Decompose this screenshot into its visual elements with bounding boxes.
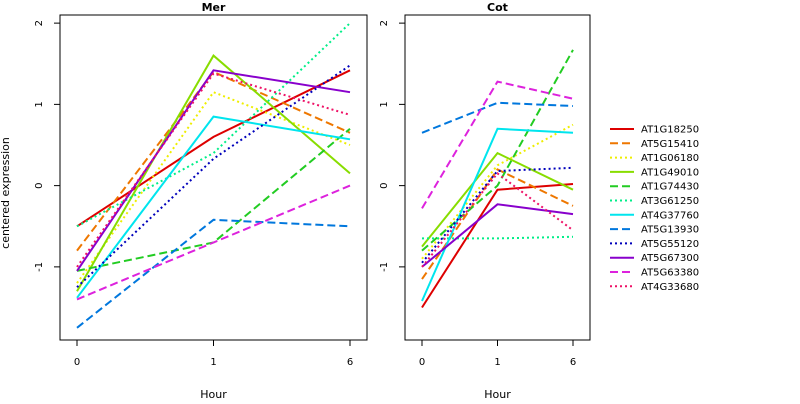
legend-label: AT5G63380 [641,268,699,279]
y-tick-label: -1 [379,262,390,272]
series-line-at4g37760 [76,115,351,299]
series-line-at5g13930 [421,101,574,134]
legend-label: AT4G37760 [641,210,699,221]
panel-mer: Mer 0 1 6 Hour -1 0 1 2 [34,1,368,401]
series-line-at5g15410 [421,168,574,280]
x-tick-label: 0 [419,357,425,368]
series-line-at1g74430 [421,49,574,252]
y-tick-label: 1 [34,101,45,107]
legend-item: AT1G49010 [610,167,699,178]
series-line-at3g61250 [422,235,574,240]
legend-item: AT5G13930 [610,225,699,236]
x-tick-label: 6 [570,357,576,368]
x-axis-label: Hour [200,388,227,400]
x-tick-label: 1 [210,357,216,368]
series-line-at5g55120 [76,64,351,288]
legend-label: AT1G49010 [641,167,699,178]
plot-frame [59,14,368,341]
legend-item: AT5G15410 [610,139,699,150]
panel-title: Mer [202,1,226,14]
legend-label: AT1G06180 [641,153,699,164]
series-line-at4g33680 [76,72,351,268]
legend-item: AT4G33680 [610,282,699,293]
legend-item: AT3G61250 [610,196,699,207]
legend-item: AT1G18250 [610,125,699,136]
series-line-at4g37760 [421,127,574,302]
y-tick-label: 0 [34,182,45,188]
series-line-at1g18250 [421,183,574,309]
y-tick-label: 0 [379,182,390,188]
legend-item: AT4G37760 [610,210,699,221]
legend-label: AT1G74430 [641,182,699,193]
y-tick-label: 2 [34,20,45,26]
y-tick-label: -1 [34,262,45,272]
panel-title: Cot [487,1,508,14]
legend: AT1G18250 AT5G15410 AT1G06180 AT1G49010 AT1G… [610,125,699,293]
y-tick-label: 1 [379,101,390,107]
legend-label: AT3G61250 [641,196,699,207]
series-line-at3g61250 [76,22,351,228]
series-line-at1g06180 [76,90,351,284]
series-line-at1g49010 [421,151,574,248]
x-tick-label: 1 [494,357,500,368]
series-line-at5g63380 [421,80,574,209]
legend-label: AT5G67300 [641,253,699,264]
legend-label: AT5G15410 [641,139,699,150]
series-line-at4g33680 [421,172,574,268]
legend-label: AT1G18250 [641,125,699,136]
legend-label: AT4G33680 [641,282,699,293]
panels-layer: Mer 0 1 6 Hour -1 0 1 2 Cot 0 1 6 Hour -1 0 1 2 [34,1,591,401]
series-line-at1g18250 [76,69,351,228]
legend-label: AT5G13930 [641,225,699,236]
legend-item: AT5G55120 [610,239,699,250]
series-line-at1g49010 [76,54,351,292]
panel-cot: Cot 0 1 6 Hour -1 0 1 2 [379,1,591,401]
x-tick-label: 0 [74,357,80,368]
y-axis-label: centered expression [0,137,12,249]
x-axis-label: Hour [484,388,511,400]
legend-item: AT1G06180 [610,153,699,164]
legend-item: AT5G67300 [610,253,699,264]
series-line-at5g63380 [76,184,351,301]
legend-item: AT1G74430 [610,182,699,193]
series-line-at5g13930 [76,218,351,329]
x-tick-label: 6 [347,357,353,368]
y-tick-label: 2 [379,20,390,26]
legend-label: AT5G55120 [641,239,699,250]
series-line-at5g67300 [421,203,574,268]
series-line-at5g67300 [76,69,351,272]
legend-item: AT5G63380 [610,268,699,279]
series-line-at5g15410 [76,70,351,252]
series-line-at1g06180 [421,123,574,260]
